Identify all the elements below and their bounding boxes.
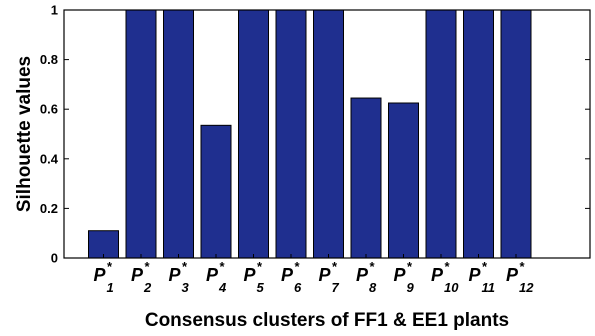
x-tick-label-subscript: 9 [407,280,415,295]
bar-12 [500,9,532,259]
x-tick-label-8: P * 8 [356,259,377,295]
x-tick-label-main: P [356,265,369,285]
x-tick-label-11: P * 11 [468,259,495,295]
x-tick-label-subscript: 2 [143,280,152,295]
bar-10 [425,9,457,259]
x-tick-label-superscript: * [369,259,375,274]
bar-1 [88,230,119,259]
x-tick-label-4: P * 4 [206,259,227,295]
y-tick-label: 0.6 [40,102,58,117]
x-tick-label-superscript: * [294,259,300,274]
bar-11 [463,9,494,259]
x-tick-label-main: P [131,265,144,285]
x-tick-label-superscript: * [482,259,488,274]
x-tick-label-10: P * 10 [431,259,459,295]
x-tick-label-2: P * 2 [131,259,152,295]
x-tick-label-12: P * 12 [506,259,534,295]
x-tick-label-superscript: * [144,259,150,274]
x-tick-label-3: P * 3 [168,259,189,295]
x-tick-label-subscript: 5 [257,280,265,295]
x-tick-label-subscript: 3 [182,280,190,295]
x-tick-label-subscript: 11 [482,280,496,295]
y-tick-label: 1 [51,3,58,18]
x-tick-label-superscript: * [444,259,450,274]
x-tick-label-superscript: * [407,259,413,274]
x-tick-label-main: P [168,265,181,285]
x-axis: P *1P *2P *3P *4P *5P *6P *7P *8P *9P *10P *11P *12 [93,254,534,295]
x-tick-label-9: P * 9 [393,259,414,295]
x-tick-label-subscript: 4 [218,280,227,295]
bar-5 [238,9,269,259]
x-tick-label-main: P [393,265,406,285]
x-tick-label-7: P * 7 [318,259,339,295]
x-tick-label-superscript: * [257,259,263,274]
bar-4 [200,124,232,259]
y-axis: 0 0.2 0.4 0.6 0.8 1 [40,3,590,266]
x-tick-label-subscript: 1 [107,280,114,295]
x-tick-label-main: P [318,265,331,285]
x-tick-label-subscript: 10 [444,280,459,295]
x-tick-label-main: P [243,265,256,285]
x-tick-label-superscript: * [107,259,113,274]
bars-group [88,9,532,259]
x-tick-label-main: P [506,265,519,285]
x-tick-label-superscript: * [219,259,225,274]
y-tick-label: 0.4 [40,151,59,166]
x-tick-label-main: P [431,265,444,285]
x-tick-label-superscript: * [182,259,188,274]
x-axis-title: Consensus clusters of FF1 & EE1 plants [145,310,509,331]
x-tick-label-main: P [93,265,106,285]
y-tick-label: 0 [51,251,58,266]
x-tick-label-main: P [281,265,294,285]
bar-6 [275,9,307,259]
x-tick-label-1: P * 1 [93,259,113,295]
bar-9 [388,102,419,259]
x-tick-label-main: P [468,265,481,285]
bar-8 [350,97,382,259]
plot-area-frame [63,9,591,259]
bar-7 [313,9,344,259]
bar-2 [125,9,157,259]
y-axis-title: Silhouette values [14,56,35,212]
x-tick-label-superscript: * [519,259,525,274]
bar-3 [163,9,194,259]
y-tick-label: 0.8 [40,52,58,67]
x-tick-label-5: P * 5 [243,259,264,295]
x-tick-label-subscript: 12 [519,280,534,295]
x-tick-label-main: P [206,265,219,285]
x-tick-label-subscript: 8 [369,280,377,295]
y-tick-label: 0.2 [40,201,58,216]
x-tick-label-6: P * 6 [281,259,302,295]
x-tick-label-superscript: * [332,259,338,274]
x-tick-label-subscript: 7 [332,280,340,295]
x-tick-label-subscript: 6 [294,280,302,295]
